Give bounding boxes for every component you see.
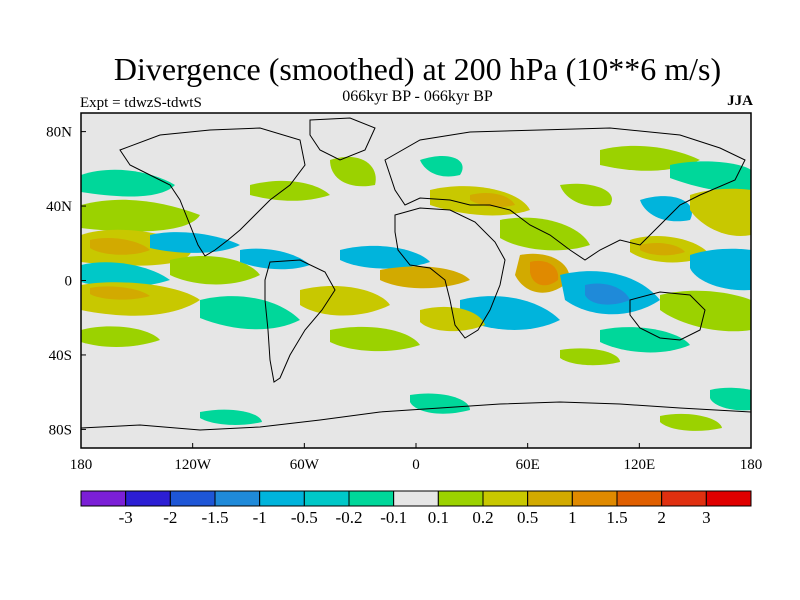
field-contour <box>470 193 515 208</box>
colorbar-swatch <box>393 490 439 507</box>
colorbar-swatch <box>661 490 707 507</box>
colorbar-swatch <box>616 490 663 507</box>
field-contour <box>200 296 300 330</box>
colorbar-swatch <box>259 490 305 507</box>
chart-subtitle: 066kyr BP - 066kyr BP <box>342 88 493 105</box>
field-contour <box>300 285 390 316</box>
colorbar-label: 0.2 <box>472 508 493 527</box>
colorbar-label: 2 <box>657 508 666 527</box>
coastline-australia <box>629 291 706 341</box>
colorbar-swatch <box>348 490 395 507</box>
divergence-field <box>81 145 751 431</box>
map-axes: 180 120W 60W 0 60E 120E 180 80N 40N 0 40S 80S <box>46 125 762 473</box>
field-contour <box>500 217 590 251</box>
colorbar-label: 0.1 <box>428 508 449 527</box>
colorbar-swatch <box>571 490 618 507</box>
colorbar-swatch <box>214 490 261 507</box>
field-contour <box>640 242 685 256</box>
chart-title: Divergence (smoothed) at 200 hPa (10**6 … <box>113 51 722 87</box>
field-contour <box>81 326 160 347</box>
field-contour <box>340 245 430 269</box>
colorbar: -3 -2 -1.5 -1 -0.5 -0.2 -0.1 0.1 0.2 0.5 1 1.5 2 3 <box>80 490 752 527</box>
field-contour <box>170 255 260 285</box>
field-contour <box>380 266 470 289</box>
field-contour <box>330 156 376 187</box>
colorbar-label: -0.5 <box>291 508 318 527</box>
field-contour <box>81 199 200 232</box>
field-contour <box>640 196 692 222</box>
field-contour <box>330 326 420 352</box>
colorbar-label: -3 <box>119 508 133 527</box>
field-contour <box>90 286 150 300</box>
colorbar-swatch <box>125 490 171 507</box>
coastline-africa <box>394 207 506 339</box>
colorbar-swatch <box>482 490 529 507</box>
x-tick-label: 120E <box>623 457 655 473</box>
field-contour <box>560 348 620 366</box>
coastline-antarctica <box>81 401 751 448</box>
field-contour <box>420 155 463 177</box>
field-contour <box>670 161 751 192</box>
colorbar-label: -1.5 <box>202 508 229 527</box>
field-contour <box>690 248 751 291</box>
colorbar-label: -0.2 <box>336 508 363 527</box>
coastline-south-america <box>264 259 336 383</box>
field-contour <box>710 387 751 411</box>
coastline-eurasia <box>384 127 746 261</box>
field-contour <box>660 413 722 431</box>
x-tick-label: 60W <box>290 457 320 473</box>
y-tick-label: 0 <box>65 274 73 290</box>
y-tick-label: 40N <box>46 199 72 215</box>
colorbar-swatch <box>437 490 484 507</box>
field-contour <box>585 283 630 305</box>
field-contour <box>560 183 612 207</box>
x-tick-label: 180 <box>740 457 763 473</box>
field-contour <box>250 180 330 201</box>
colorbar-label: 3 <box>702 508 711 527</box>
colorbar-swatch <box>705 490 752 507</box>
colorbar-label: 1 <box>568 508 577 527</box>
field-contour <box>200 409 262 425</box>
colorbar-swatch <box>169 490 216 507</box>
field-contour <box>530 260 559 286</box>
experiment-label: Expt = tdwzS-tdwtS <box>80 95 202 111</box>
y-tick-label: 80N <box>46 125 72 141</box>
field-contour <box>690 188 751 236</box>
x-tick-label: 120W <box>174 457 212 473</box>
colorbar-label: 1.5 <box>606 508 627 527</box>
colorbar-swatch <box>80 490 127 507</box>
map-plot-area: 180 120W 60W 0 60E 120E 180 80N 40N 0 40S 80S <box>46 112 762 473</box>
x-tick-label: 180 <box>70 457 93 473</box>
field-contour <box>600 327 690 353</box>
x-tick-label: 60E <box>516 457 540 473</box>
y-tick-label: 40S <box>49 348 72 364</box>
field-contour <box>81 262 170 287</box>
colorbar-label: 0.5 <box>517 508 538 527</box>
coastline-north-america <box>119 127 306 257</box>
colorbar-label: -2 <box>163 508 177 527</box>
coastline-greenland <box>309 117 376 161</box>
field-contour <box>660 290 751 332</box>
colorbar-swatch <box>303 490 350 507</box>
x-tick-label: 0 <box>412 457 420 473</box>
field-contour <box>240 248 310 270</box>
field-contour <box>90 238 150 255</box>
field-contour <box>460 296 560 330</box>
field-contour <box>420 306 485 332</box>
colorbar-label: -1 <box>253 508 267 527</box>
season-label: JJA <box>727 93 753 109</box>
coastlines <box>81 117 751 448</box>
y-tick-label: 80S <box>49 422 72 438</box>
colorbar-swatch <box>527 490 573 507</box>
field-contour <box>81 169 175 197</box>
colorbar-label: -0.1 <box>380 508 407 527</box>
